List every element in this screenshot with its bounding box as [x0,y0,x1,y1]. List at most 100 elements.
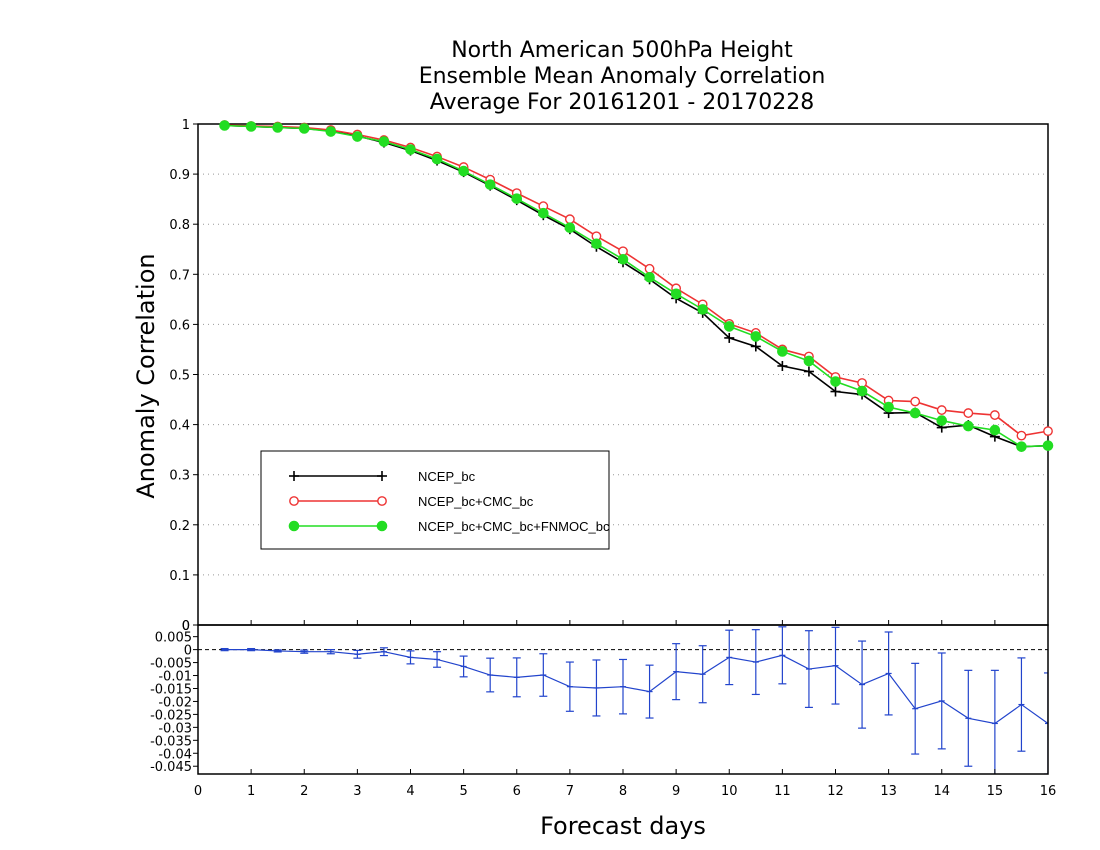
error-bar [300,649,309,654]
y-tick-label: 0.1 [169,569,190,584]
y-tick-label: 0 [182,619,190,634]
data-point [830,376,841,387]
series-2 [219,120,1054,452]
error-bar [672,643,681,701]
x-tick-label: 10 [721,784,738,799]
y-axis-label: Anomaly Correlation [132,253,160,498]
x-tick-label: 0 [194,784,202,799]
difference-series [220,626,1048,774]
data-point [989,410,1000,420]
data-point [989,424,1001,436]
error-bar [459,655,468,678]
data-point [1016,441,1027,452]
data-point [378,136,390,147]
data-point [1016,430,1027,441]
data-point [431,153,443,165]
data-point [856,385,868,397]
legend-entry: NCEP_bc+CMC_bc [289,494,534,509]
error-bar [778,626,787,685]
x-tick-label: 7 [566,784,574,799]
x-tick-label: 13 [880,784,897,799]
error-bar [911,662,920,755]
error-bar [1044,672,1048,774]
y-tick-label: 0.6 [169,318,190,333]
series-0 [219,120,1053,452]
data-point [936,405,947,415]
error-bar [858,640,867,729]
error-bar [592,659,601,717]
title-line: Average For 20161201 - 20170228 [430,90,815,115]
x-tick-label: 9 [672,784,680,799]
bottom-plot-panel: 00.0050-0.005-0.01-0.015-0.02-0.025-0.03… [150,619,1056,799]
x-tick-label: 6 [513,784,521,799]
y-tick-label: 0 [182,619,190,634]
x-tick-label: 2 [300,784,308,799]
legend: NCEP_bc NCEP_bc+CMC_bc NCEP_bc+CMC_bc+FNMO… [260,450,610,550]
y-tick-label: -0.015 [150,682,192,697]
legend-label: NCEP_bc+CMC_bc+FNMOC_bc [418,519,610,534]
data-point [1042,440,1054,451]
data-point [564,222,576,234]
x-axis-label: Forecast days [540,812,706,840]
data-point [883,401,894,413]
title-line: North American 500hPa Height [451,38,793,63]
series-line [224,124,1049,437]
error-bar [751,629,760,696]
y-tick-label: 0.7 [169,268,190,283]
error-bar [964,669,973,767]
error-bar [1017,657,1026,752]
x-tick-label: 8 [619,784,627,799]
error-bar [326,649,335,655]
x-tick-label: 11 [774,784,791,799]
error-bar [247,647,256,652]
y-tick-label: 0.005 [155,631,192,646]
y-tick-label: 0.2 [169,519,190,534]
legend-entry: NCEP_bc+CMC_bc+FNMOC_bc [288,519,610,534]
x-tick-label: 4 [406,784,414,799]
x-tick-label: 1 [247,784,255,799]
data-point [644,263,655,274]
error-bar [884,631,893,716]
error-bar [273,649,282,653]
data-point [538,207,549,219]
x-tick-label: 3 [353,784,361,799]
error-bar [565,661,574,712]
data-point [272,122,283,133]
x-tick-label: 16 [1040,784,1057,799]
legend-marker [288,520,300,532]
data-point [484,179,496,190]
error-bar [512,657,521,698]
data-point [458,165,469,177]
y-tick-label: 0.5 [169,369,190,384]
error-bar [486,657,495,693]
top-plot-panel: 0 0.1 0.2 0.3 0.4 0.5 0.6 0.7 0.8 0.9 1 [169,118,1054,634]
data-point [803,366,814,377]
legend-label: NCEP_bc [418,469,476,484]
error-bar [645,664,654,719]
error-bar [619,658,627,715]
y-tick-label: 0 [184,644,192,659]
y-tick-label: -0.02 [158,695,192,710]
data-point [511,193,523,204]
data-point [777,360,788,371]
data-point [245,121,257,132]
y-tick-label: -0.01 [158,670,192,685]
legend-entry: NCEP_bc [289,469,476,484]
error-bar [220,647,229,652]
x-tick-label: 15 [987,784,1004,799]
difference-line [224,649,1048,725]
data-point [724,332,735,343]
error-bar [406,650,415,665]
data-point [617,253,629,265]
error-bar [990,669,999,774]
data-point [405,144,416,155]
y-tick-label: -0.03 [158,721,192,736]
data-point [219,120,230,131]
error-bar [433,651,442,668]
y-tick-label: -0.005 [150,657,192,672]
series-1 [219,120,1053,441]
data-point [325,126,337,137]
data-point [963,420,974,432]
